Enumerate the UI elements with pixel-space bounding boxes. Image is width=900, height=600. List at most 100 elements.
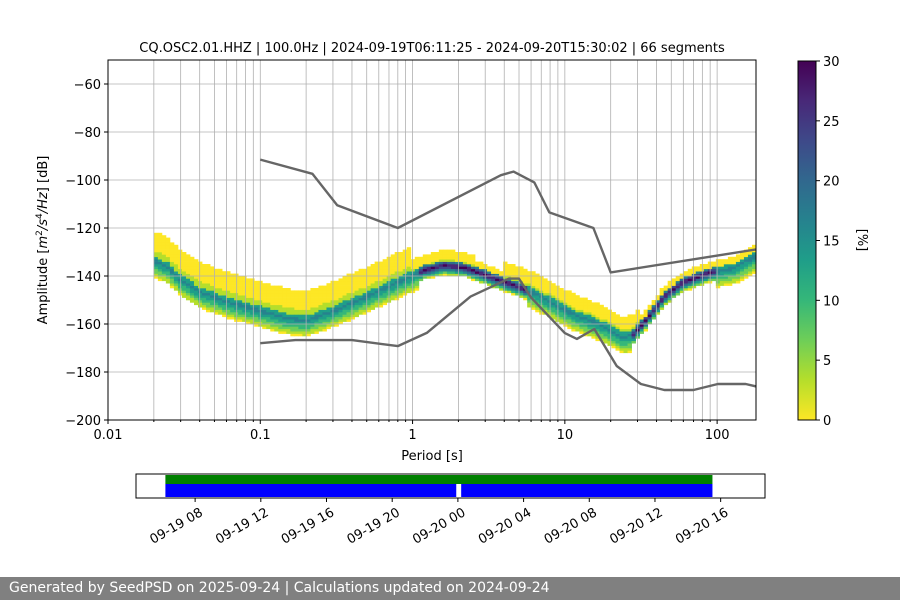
heatmap-cell [410, 280, 416, 284]
heatmap-cell [583, 300, 588, 303]
heatmap-cell [210, 307, 215, 310]
heatmap-cell [173, 256, 179, 260]
heatmap-cell [177, 290, 183, 294]
heatmap-cell [181, 278, 187, 282]
heatmap-cell [495, 280, 500, 284]
heatmap-cell [290, 300, 295, 303]
heatmap-cell [543, 307, 548, 310]
heatmap-cell [173, 280, 179, 284]
heatmap-cell [679, 283, 685, 286]
heatmap-cell [458, 271, 464, 274]
heatmap-cell [266, 295, 271, 298]
heatmap-cell [655, 309, 661, 313]
heatmap-cell [350, 316, 355, 320]
heatmap-cell [390, 256, 396, 260]
heatmap-cell [398, 268, 404, 272]
heatmap-cell [226, 295, 231, 298]
heatmap-cell [310, 288, 315, 291]
heatmap-cell [306, 314, 311, 318]
heatmap-cell [559, 300, 564, 303]
heatmap-cell [326, 292, 331, 296]
heatmap-cell [290, 316, 295, 320]
heatmap-cell [671, 288, 677, 291]
heatmap-cell [691, 276, 697, 279]
heatmap-cell [599, 314, 604, 318]
heatmap-cell [358, 300, 363, 303]
heatmap-cell [631, 314, 636, 318]
heatmap-cell [214, 309, 219, 313]
heatmap-cell [270, 288, 275, 291]
heatmap-cell [202, 264, 207, 267]
heatmap-cell [535, 300, 540, 303]
heatmap-cell [238, 278, 243, 282]
heatmap-cell [515, 266, 520, 270]
heatmap-cell [547, 302, 552, 306]
heatmap-cell [294, 312, 299, 315]
heatmap-cell [294, 295, 299, 298]
heatmap-cell [181, 264, 187, 267]
heatmap-cell [314, 319, 319, 322]
heatmap-cell [326, 297, 331, 301]
heatmap-cell [218, 290, 223, 294]
heatmap-cell [238, 302, 243, 306]
heatmap-cell [479, 266, 484, 270]
heatmap-cell [173, 247, 179, 250]
heatmap-cell [450, 264, 456, 267]
heatmap-cell [511, 271, 516, 274]
heatmap-cell [535, 309, 540, 313]
heatmap-cell [607, 343, 612, 346]
heatmap-cell [354, 288, 359, 291]
heatmap-cell [414, 278, 420, 282]
heatmap-cell [651, 316, 657, 320]
heatmap-cell [575, 314, 580, 318]
heatmap-cell [402, 256, 408, 260]
heatmap-cell [418, 259, 424, 262]
heatmap-cell [214, 283, 219, 286]
heatmap-cell [214, 280, 219, 284]
heatmap-cell [165, 247, 171, 250]
heatmap-cell [185, 292, 191, 296]
heatmap-cell [334, 300, 339, 303]
heatmap-cell [410, 283, 416, 286]
heatmap-cell [434, 254, 440, 258]
heatmap-cell [214, 268, 219, 272]
heatmap-cell [466, 261, 472, 265]
heatmap-cell [571, 319, 576, 322]
heatmap-cell [583, 324, 588, 327]
heatmap-cell [595, 324, 600, 327]
heatmap-cell [519, 290, 524, 294]
heatmap-cell [198, 271, 203, 274]
heatmap-cell [595, 336, 600, 339]
heatmap-cell [206, 288, 211, 291]
heatmap-cell [727, 280, 733, 284]
heatmap-cell [374, 302, 380, 306]
heatmap-cell [619, 331, 624, 334]
heatmap-cell [683, 278, 689, 282]
heatmap-cell [153, 242, 159, 246]
heatmap-cell [185, 266, 191, 270]
timeline-tick-label: 09-19 20 [345, 505, 403, 547]
heatmap-cell [362, 280, 367, 284]
heatmap-cell [298, 297, 303, 301]
heatmap-cell [410, 285, 416, 289]
heatmap-cell [214, 297, 219, 301]
heatmap-cell [458, 252, 464, 255]
heatmap-cell [703, 276, 709, 279]
heatmap-cell [254, 300, 259, 303]
heatmap-cell [246, 285, 251, 289]
heatmap-cell [727, 283, 733, 286]
heatmap-cell [466, 268, 472, 272]
heatmap-cell [587, 300, 592, 303]
heatmap-cell [402, 273, 408, 277]
heatmap-cell [462, 259, 468, 262]
heatmap-cell [519, 278, 524, 282]
heatmap-cell [751, 259, 757, 262]
heatmap-cell [491, 280, 496, 284]
heatmap-cell [334, 319, 339, 322]
heatmap-cell [294, 328, 299, 332]
heatmap-cell [623, 343, 628, 346]
heatmap-cell [382, 302, 388, 306]
heatmap-cell [222, 302, 227, 306]
y-tick-label: −100 [65, 174, 101, 189]
heatmap-cell [370, 276, 376, 279]
